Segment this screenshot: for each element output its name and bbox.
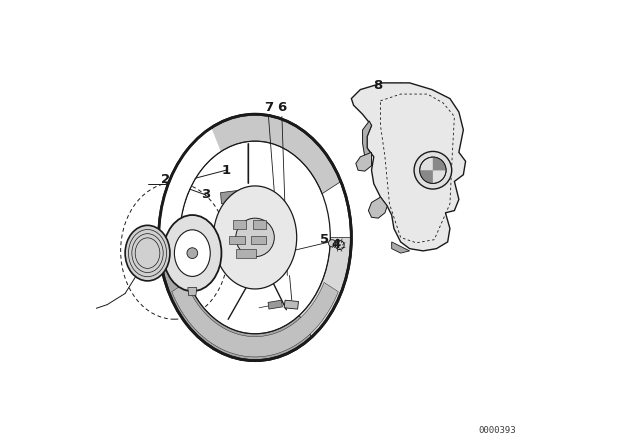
Bar	[253, 220, 266, 229]
Text: 2: 2	[161, 172, 170, 186]
Polygon shape	[392, 242, 410, 253]
Ellipse shape	[163, 215, 221, 291]
Polygon shape	[300, 237, 351, 337]
Circle shape	[187, 248, 198, 258]
Bar	[233, 220, 246, 229]
Wedge shape	[433, 157, 445, 170]
Ellipse shape	[174, 230, 210, 276]
Ellipse shape	[125, 225, 170, 281]
Text: 6: 6	[277, 101, 287, 114]
Polygon shape	[369, 197, 387, 218]
Text: 3: 3	[201, 188, 211, 202]
Wedge shape	[433, 157, 445, 170]
Polygon shape	[78, 306, 95, 315]
Polygon shape	[284, 300, 298, 309]
Text: 7: 7	[264, 101, 273, 114]
Ellipse shape	[213, 186, 297, 289]
Polygon shape	[159, 181, 312, 361]
Bar	[229, 236, 245, 244]
Polygon shape	[356, 152, 371, 171]
Text: 4: 4	[331, 237, 340, 251]
Polygon shape	[188, 288, 197, 296]
Polygon shape	[169, 114, 341, 194]
Bar	[251, 236, 266, 244]
Circle shape	[414, 151, 452, 189]
Polygon shape	[221, 190, 239, 204]
Wedge shape	[420, 170, 433, 183]
Bar	[236, 249, 256, 258]
Text: 8: 8	[374, 78, 383, 92]
Circle shape	[328, 240, 336, 247]
Polygon shape	[268, 300, 282, 309]
Circle shape	[236, 218, 275, 257]
Text: 1: 1	[221, 164, 230, 177]
Text: 5: 5	[320, 233, 329, 246]
Polygon shape	[172, 283, 339, 357]
Polygon shape	[362, 121, 371, 157]
Polygon shape	[351, 83, 466, 251]
Text: 0000393: 0000393	[478, 426, 516, 435]
Polygon shape	[160, 129, 221, 257]
